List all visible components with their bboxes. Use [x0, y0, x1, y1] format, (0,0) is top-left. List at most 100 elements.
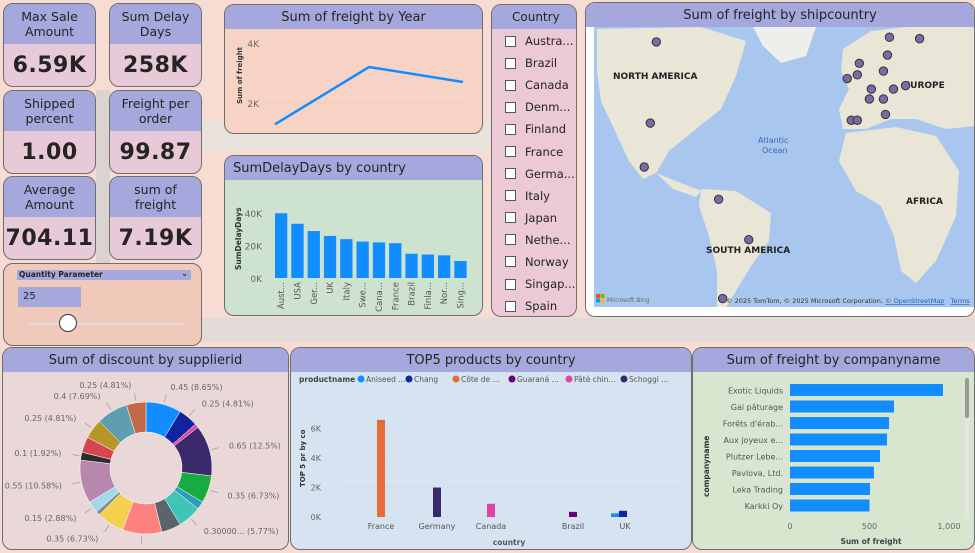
bar[interactable]	[433, 487, 441, 517]
kpi-card-shipped-percent: Shipped percent 1.00	[3, 90, 96, 174]
checkbox[interactable]	[505, 234, 516, 246]
slicer-item[interactable]: Finland	[492, 118, 576, 140]
map-marker[interactable]	[888, 84, 899, 94]
slicer-item[interactable]: Norway	[492, 251, 576, 273]
slicer-item[interactable]: Spain	[492, 295, 576, 316]
kpi-label: Average Amount	[4, 177, 95, 217]
map-marker[interactable]	[744, 235, 754, 245]
map-marker[interactable]	[842, 73, 852, 84]
checkbox[interactable]	[505, 123, 516, 135]
parameter-label: Quantity Parameter	[19, 270, 103, 279]
map-marker[interactable]	[882, 50, 893, 60]
map-marker[interactable]	[878, 94, 889, 104]
checkbox[interactable]	[505, 101, 516, 113]
slicer-item-label: Nethe...	[525, 232, 571, 247]
legend-label[interactable]: Pâté chin...	[574, 375, 616, 384]
map-marker[interactable]	[854, 58, 865, 69]
checkbox[interactable]	[505, 190, 516, 202]
legend-marker[interactable]	[565, 375, 573, 383]
slicer-item[interactable]: Japan	[492, 207, 576, 229]
parameter-value-input[interactable]: 25	[18, 287, 81, 307]
bar[interactable]	[611, 513, 619, 517]
checkbox[interactable]	[505, 300, 516, 312]
map-marker[interactable]	[880, 109, 891, 120]
legend-label[interactable]: Aniseed ...	[366, 375, 405, 384]
bar[interactable]	[377, 419, 385, 517]
bar[interactable]	[790, 450, 880, 462]
map-label-north-america: NORTH AMERICA	[613, 72, 697, 82]
slicer-item[interactable]: Brazil	[492, 52, 576, 74]
slicer-item-label: Singap...	[525, 277, 576, 292]
kpi-card-max-sale: Max Sale Amount 6.59K	[3, 3, 96, 87]
legend-marker[interactable]	[405, 375, 413, 383]
map-marker[interactable]	[645, 118, 655, 128]
terms-link[interactable]: Terms	[950, 297, 971, 305]
legend-label[interactable]: Schoggi ...	[629, 375, 668, 384]
leader-line	[84, 422, 92, 428]
kpi-value: 7.19K	[118, 225, 193, 251]
checkbox[interactable]	[505, 146, 516, 158]
bar[interactable]	[619, 510, 627, 517]
bar[interactable]	[790, 400, 894, 413]
donut-slice[interactable]	[126, 401, 147, 434]
map-marker[interactable]	[639, 162, 649, 172]
legend-label[interactable]: Chang	[414, 375, 438, 384]
checkbox[interactable]	[505, 256, 516, 268]
legend-label[interactable]: Côte de ...	[461, 375, 500, 384]
slicer-item[interactable]: Italy	[492, 185, 576, 207]
map-marker[interactable]	[852, 115, 863, 125]
bar	[421, 254, 434, 278]
vertical-scrollbar-thumb[interactable]	[965, 378, 969, 418]
parameter-header[interactable]: Quantity Parameter ⌄	[17, 269, 191, 280]
slicer-item[interactable]: Singap...	[492, 273, 576, 295]
slicer-item[interactable]: Austra...	[492, 30, 576, 52]
x-tick-label: USA	[293, 282, 303, 300]
checkbox[interactable]	[505, 57, 516, 69]
legend-marker[interactable]	[452, 375, 460, 383]
legend-marker[interactable]	[357, 375, 365, 383]
slice-label: 0.65 (12.5%)	[229, 441, 281, 450]
map-marker[interactable]	[878, 66, 889, 76]
map-marker[interactable]	[884, 32, 895, 42]
map-marker[interactable]	[651, 37, 662, 47]
checkbox[interactable]	[505, 35, 516, 47]
map-marker[interactable]	[900, 80, 911, 91]
bar[interactable]	[790, 417, 890, 429]
slicer-item[interactable]: France	[492, 140, 576, 162]
x-tick-label: UK	[619, 522, 631, 531]
bar[interactable]	[790, 466, 874, 479]
slicer-title: Country	[492, 5, 576, 29]
parameter-slider-thumb[interactable]	[58, 314, 77, 332]
bar[interactable]	[790, 483, 870, 495]
map-marker[interactable]	[866, 84, 877, 94]
bar[interactable]	[790, 499, 870, 512]
slicer-item-label: Canada	[525, 78, 569, 93]
map-marker[interactable]	[713, 194, 724, 205]
legend-marker[interactable]	[620, 375, 628, 383]
legend-label[interactable]: Guaraná ...	[517, 375, 559, 384]
map-marker[interactable]	[852, 70, 863, 80]
y-axis-title: TOP 5 pr by co	[299, 429, 307, 487]
slicer-item[interactable]: Canada	[492, 74, 576, 96]
slicer-item[interactable]: Denm...	[492, 96, 576, 118]
checkbox[interactable]	[505, 168, 516, 180]
landmass-central-america	[656, 173, 701, 197]
bar[interactable]	[790, 384, 943, 396]
slicer-item[interactable]: Germa...	[492, 163, 576, 185]
parameter-slider-track[interactable]	[29, 323, 184, 325]
openstreetmap-link[interactable]: © OpenStreetMap	[885, 297, 944, 305]
y-tick-label: 4K	[311, 454, 322, 463]
map-marker[interactable]	[864, 94, 875, 104]
checkbox[interactable]	[505, 212, 516, 224]
checkbox[interactable]	[505, 278, 516, 290]
legend-marker[interactable]	[508, 375, 516, 383]
chart-title: Sum of freight by companyname	[693, 348, 974, 372]
map-marker[interactable]	[717, 293, 728, 304]
bar[interactable]	[790, 433, 887, 446]
slicer-item[interactable]: Nethe...	[492, 229, 576, 251]
map-canvas[interactable]: NORTH AMERICA EUROPE Atlantic Ocean AFRI…	[586, 27, 975, 317]
bar[interactable]	[487, 503, 495, 517]
bar[interactable]	[569, 511, 577, 517]
map-marker[interactable]	[914, 33, 925, 44]
checkbox[interactable]	[505, 79, 516, 91]
